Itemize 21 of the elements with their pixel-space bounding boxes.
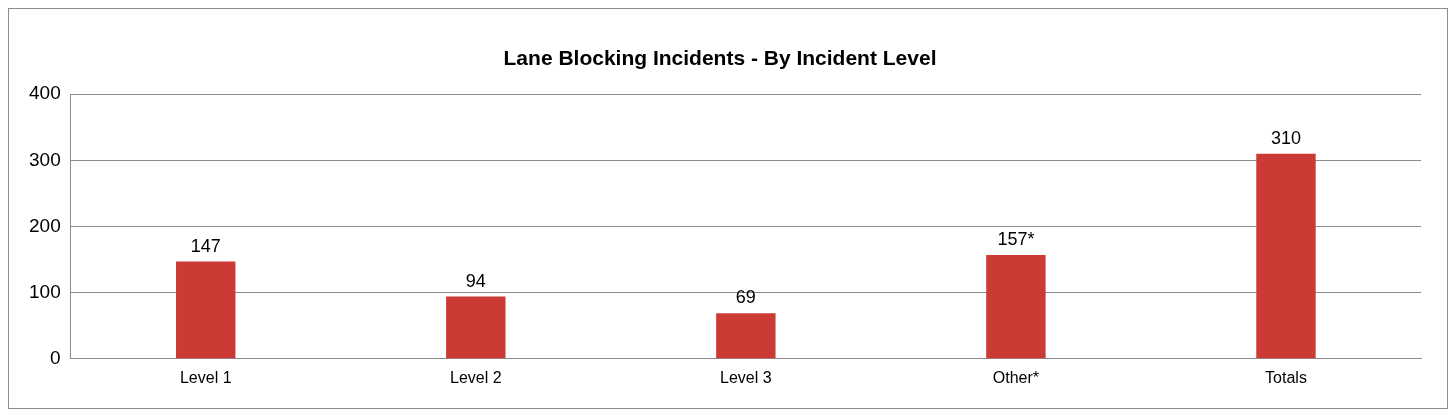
x-tick-label: Other* (992, 368, 1040, 386)
y-tick-label: 300 (29, 148, 61, 170)
bar (176, 261, 236, 359)
chart-title: Lane Blocking Incidents - By Incident Level (503, 46, 937, 70)
y-tick-label: 0 (50, 347, 61, 369)
data-label: 310 (1270, 127, 1301, 148)
data-label: 69 (735, 287, 756, 308)
bar (986, 254, 1046, 359)
bar (1256, 153, 1316, 359)
x-tick-label: Totals (1265, 368, 1307, 386)
y-tick-label: 200 (29, 214, 61, 236)
bar (446, 296, 506, 359)
data-label: 94 (465, 270, 486, 291)
x-tick-label: Level 2 (449, 368, 502, 386)
data-label: 157* (997, 228, 1035, 249)
y-tick-label: 400 (29, 82, 61, 104)
bar (716, 313, 776, 359)
data-label: 147 (190, 235, 221, 256)
y-tick-label: 100 (29, 280, 61, 302)
x-tick-label: Level 1 (179, 368, 232, 386)
x-tick-label: Level 3 (720, 368, 772, 386)
